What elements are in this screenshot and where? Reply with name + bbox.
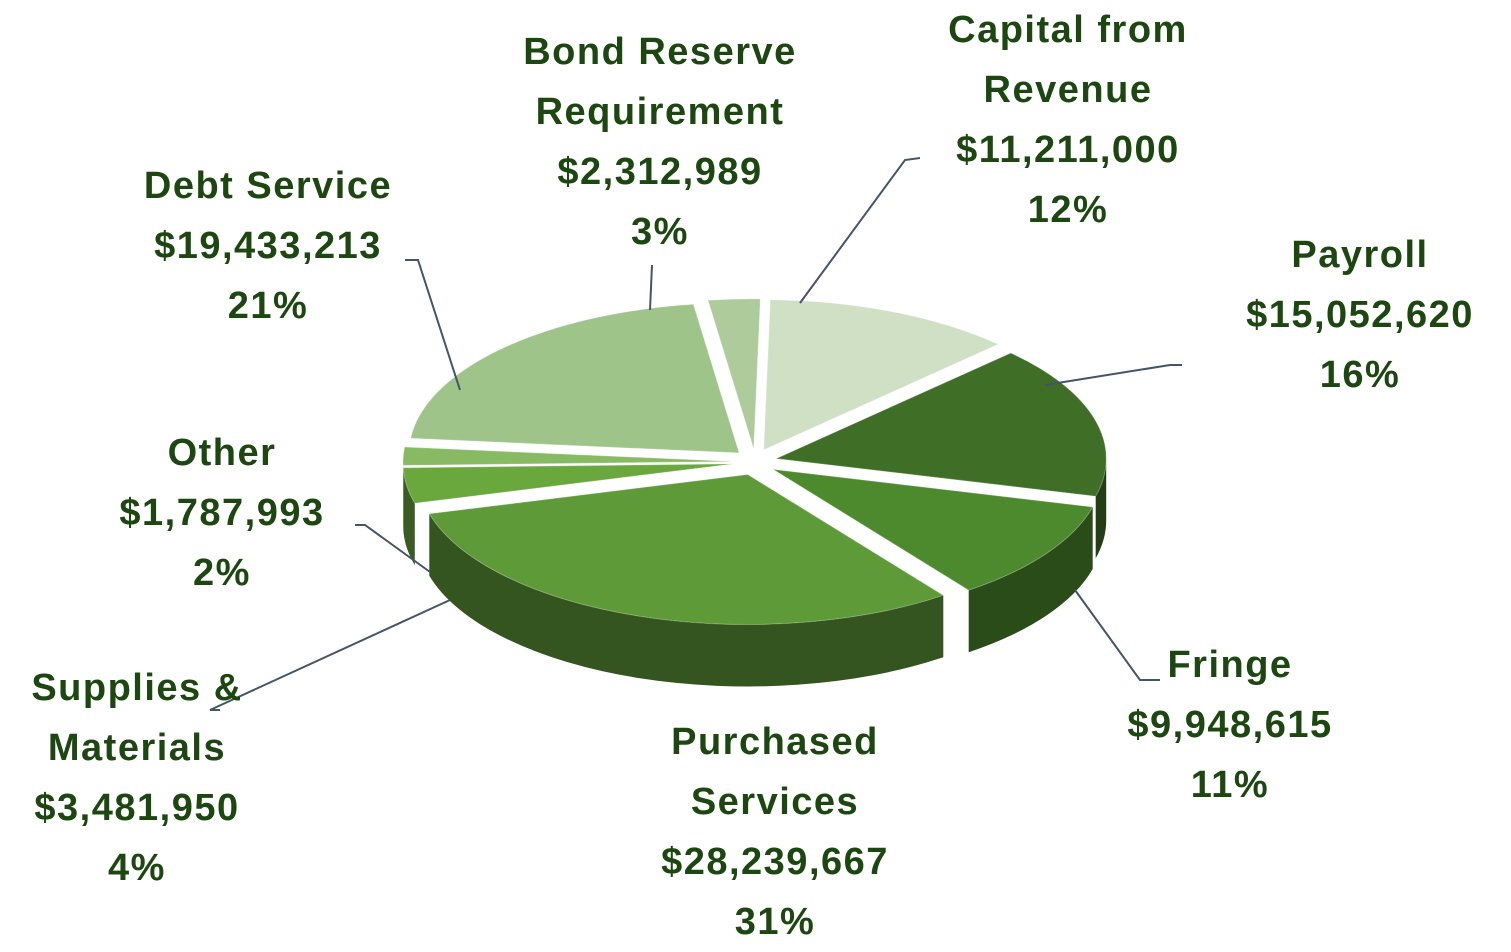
category-label: Payroll [1200,225,1511,285]
value-label: $28,239,667 [625,832,925,892]
value-label: $3,481,950 [2,778,272,838]
pie [403,299,1106,687]
value-label: $11,211,000 [918,120,1218,180]
value-label: $9,948,615 [1080,695,1380,755]
category-label: Fringe [1080,635,1380,695]
percent-label: 21% [108,276,428,336]
value-label: $19,433,213 [108,216,428,276]
percent-label: 16% [1200,345,1511,405]
percent-label: 4% [2,838,272,898]
value-label: $15,052,620 [1200,285,1511,345]
category-label: Supplies & Materials [2,658,272,778]
category-label: Other [72,423,372,483]
value-label: $1,787,993 [72,483,372,543]
category-label: Debt Service [108,156,428,216]
percent-label: 11% [1080,755,1380,815]
percent-label: 3% [500,202,820,262]
percent-label: 12% [918,180,1218,240]
value-label: $2,312,989 [500,142,820,202]
leader-line [1045,365,1182,385]
leader-line [650,265,652,310]
category-label: Capital from Revenue [918,0,1218,120]
percent-label: 2% [72,543,372,603]
percent-label: 31% [625,892,925,952]
category-label: Purchased Services [625,712,925,832]
slice [411,304,739,453]
category-label: Bond Reserve Requirement [500,22,820,142]
